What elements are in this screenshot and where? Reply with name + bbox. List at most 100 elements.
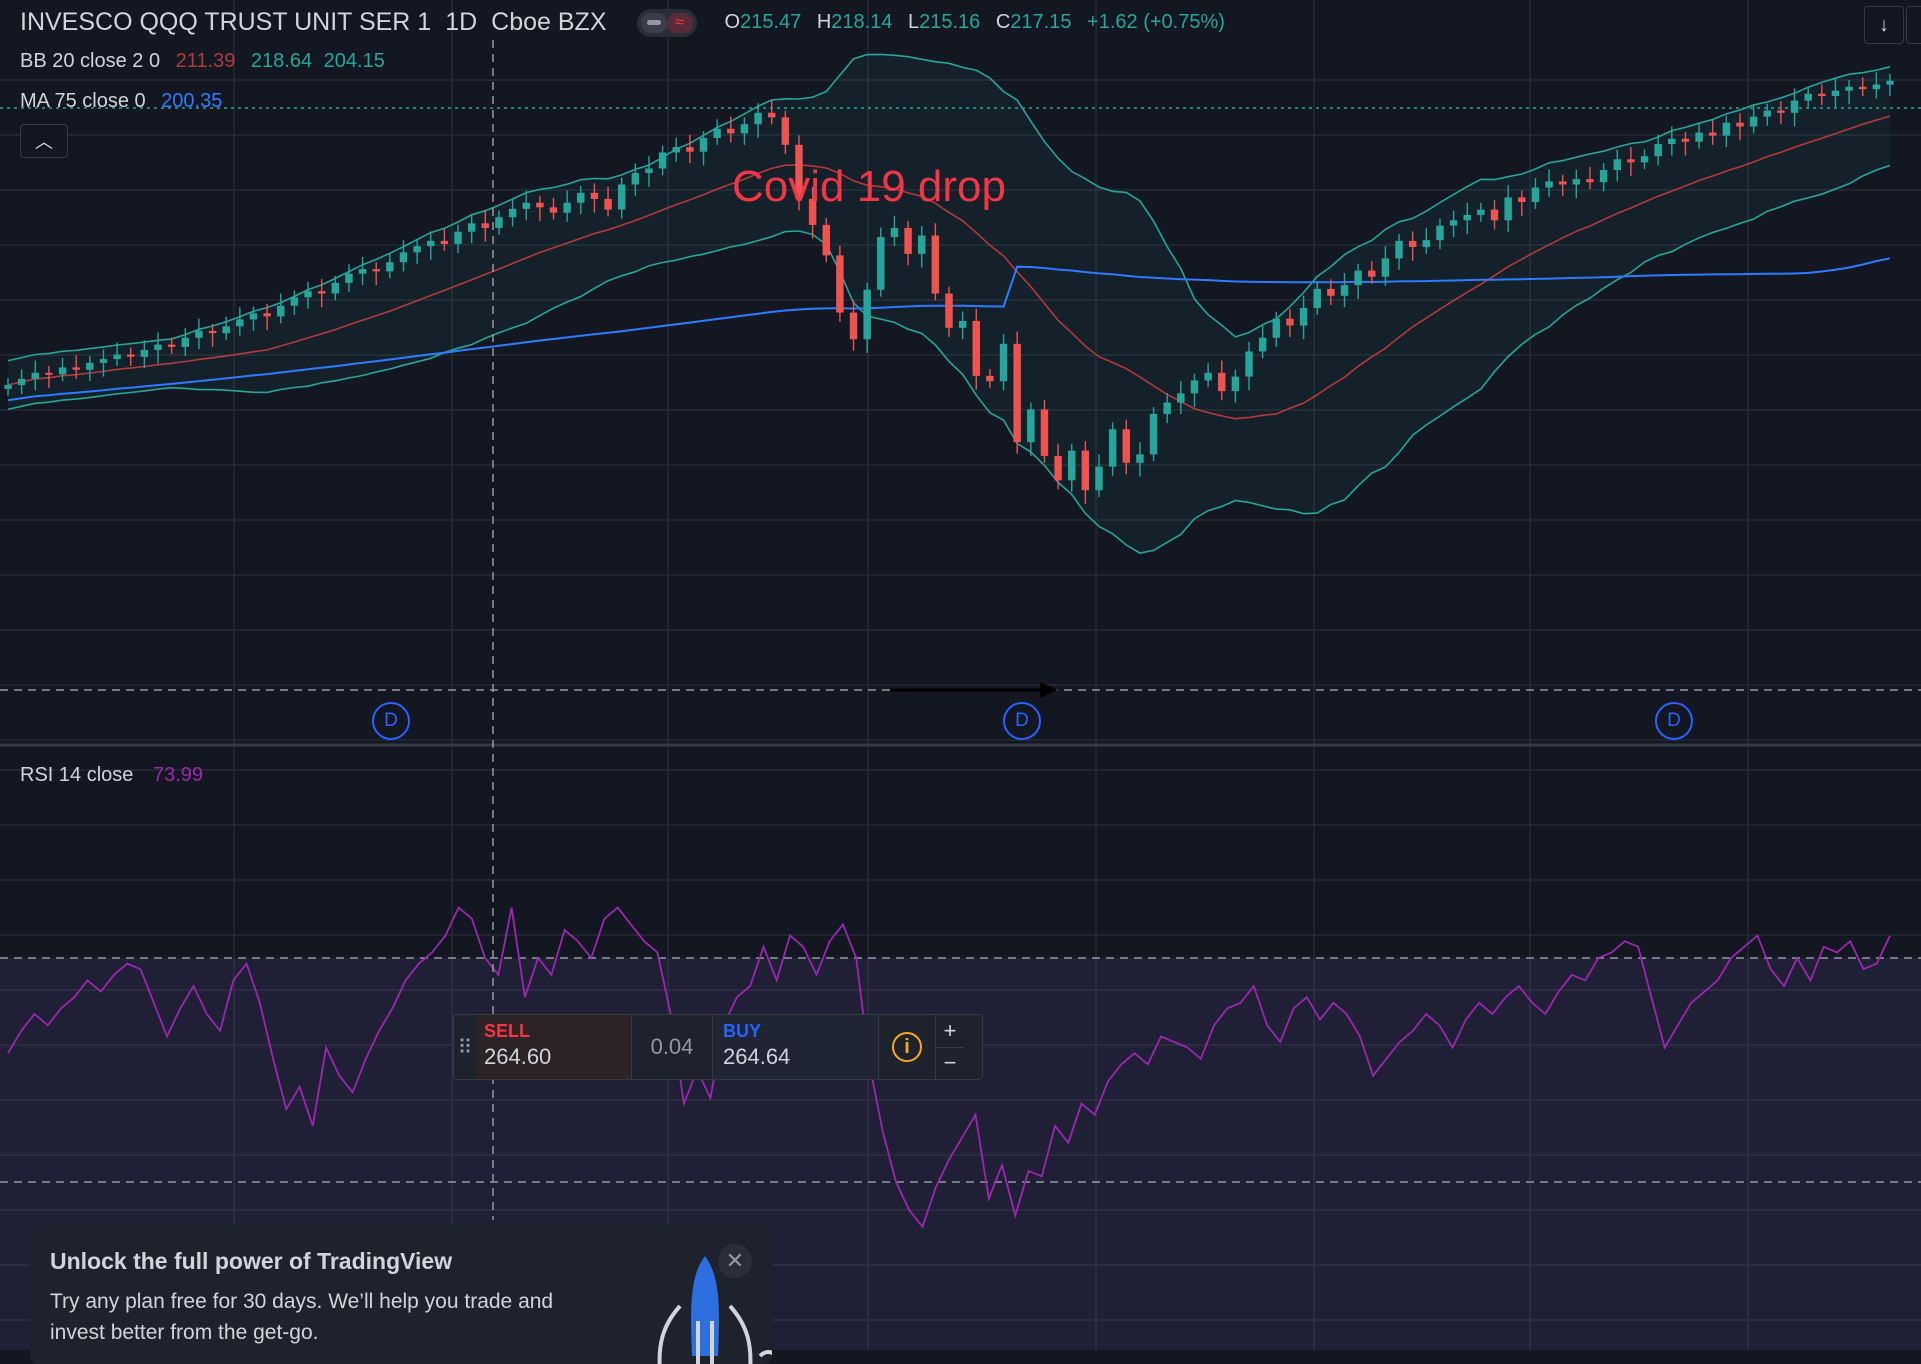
quantity-stepper: + − <box>935 1015 964 1079</box>
candle <box>536 202 544 208</box>
side-panel-button[interactable] <box>1906 6 1921 44</box>
candle <box>1204 372 1212 381</box>
candle <box>195 330 203 338</box>
candle <box>931 235 940 294</box>
candle <box>1408 240 1417 247</box>
spread-value: 0.04 <box>631 1015 713 1079</box>
candle <box>358 269 367 274</box>
sell-button[interactable]: SELL 264.60 <box>476 1015 631 1079</box>
candle <box>154 344 162 350</box>
rsi-legend[interactable]: RSI 14 close 73.99 <box>20 764 203 787</box>
candle <box>345 273 353 283</box>
candle <box>1831 90 1840 97</box>
candle <box>4 385 12 389</box>
ma-legend[interactable]: MA 75 close 0 200.35 <box>20 90 232 113</box>
drag-handle-icon[interactable]: ⠿ <box>457 1036 473 1059</box>
minus-button[interactable]: − <box>943 1050 957 1076</box>
candle <box>1654 144 1662 157</box>
candle <box>399 252 408 263</box>
candle <box>686 147 694 152</box>
symbol-header: INVESCO QQQ TRUST UNIT SER 1 1D Cboe BZX… <box>20 8 1235 37</box>
candle <box>563 202 571 213</box>
candle <box>904 227 912 254</box>
candle <box>590 192 599 199</box>
candle <box>754 112 762 125</box>
chart-mode-toggle[interactable]: ≈ <box>636 8 697 37</box>
candle <box>127 354 135 357</box>
candle <box>999 343 1008 382</box>
minus-icon[interactable] <box>640 12 667 33</box>
candle <box>290 297 299 306</box>
candle <box>1859 86 1867 90</box>
bb-label: BB 20 close 2 0 <box>20 50 161 72</box>
candle <box>331 282 340 294</box>
open-label: O <box>724 11 741 33</box>
arrow-down-icon: ↓ <box>1879 13 1889 36</box>
candle <box>1313 288 1321 308</box>
change-value: +1.62 (+0.75%) <box>1087 11 1225 33</box>
candle <box>604 198 612 210</box>
candle <box>1245 351 1253 377</box>
buy-label: BUY <box>723 1021 762 1041</box>
info-button[interactable]: i <box>878 1015 935 1079</box>
dividend-marker[interactable]: D <box>372 702 410 740</box>
symbol-name[interactable]: INVESCO QQQ TRUST UNIT SER 1 <box>20 8 432 36</box>
candle <box>1477 209 1485 215</box>
candle <box>836 255 844 313</box>
candle <box>1804 93 1812 101</box>
interval[interactable]: 1D <box>445 8 478 36</box>
wave-icon[interactable]: ≈ <box>666 12 693 33</box>
candle <box>1436 225 1444 241</box>
covid-annotation[interactable]: Covid 19 drop <box>732 162 1006 211</box>
candle <box>1518 197 1526 202</box>
candle <box>236 319 244 327</box>
rsi-label: RSI 14 close <box>20 764 134 786</box>
candle <box>645 168 653 174</box>
ma-value: 200.35 <box>161 90 223 112</box>
dividend-marker[interactable]: D <box>1655 702 1693 740</box>
rsi-line <box>7 906 1891 1229</box>
candle <box>986 375 994 382</box>
candle <box>767 112 776 118</box>
plus-button[interactable]: + <box>936 1015 964 1048</box>
candle <box>1681 138 1690 142</box>
candle <box>263 313 271 317</box>
dividend-marker[interactable]: D <box>1003 702 1041 740</box>
candle <box>1381 258 1390 277</box>
candle <box>1872 84 1881 90</box>
candle <box>304 291 312 298</box>
candle <box>1736 122 1744 127</box>
candle <box>1749 116 1758 127</box>
buy-button[interactable]: BUY 264.64 <box>713 1015 878 1079</box>
bollinger-lower-line <box>7 164 1891 554</box>
candle <box>1531 187 1540 202</box>
candle <box>1163 402 1171 414</box>
candle <box>795 144 803 199</box>
candle <box>495 217 503 228</box>
drawn-arrow-head <box>1040 682 1058 698</box>
sell-label: SELL <box>484 1021 531 1041</box>
candle <box>1108 429 1117 467</box>
candle <box>822 224 830 256</box>
candle <box>781 117 790 145</box>
candle <box>1218 372 1226 392</box>
candle <box>863 289 871 340</box>
candle <box>1122 429 1131 463</box>
candle <box>413 246 421 253</box>
candle <box>1340 285 1349 296</box>
candle <box>631 173 640 185</box>
candle <box>1790 100 1799 113</box>
candle <box>1068 450 1076 481</box>
bb-legend[interactable]: BB 20 close 2 0 211.39 218.64 204.15 <box>20 50 395 73</box>
open-value: 215.47 <box>740 11 802 33</box>
candle <box>1627 159 1635 163</box>
close-promo-button[interactable]: ✕ <box>718 1244 752 1278</box>
candle <box>222 326 230 334</box>
candle <box>181 337 190 347</box>
candle <box>1586 179 1594 183</box>
candle <box>1095 466 1103 491</box>
scroll-to-realtime-button[interactable]: ↓ <box>1864 6 1904 44</box>
candles <box>4 72 1894 504</box>
collapse-legend-button[interactable]: ︿ <box>20 124 68 158</box>
candle <box>1027 409 1035 443</box>
